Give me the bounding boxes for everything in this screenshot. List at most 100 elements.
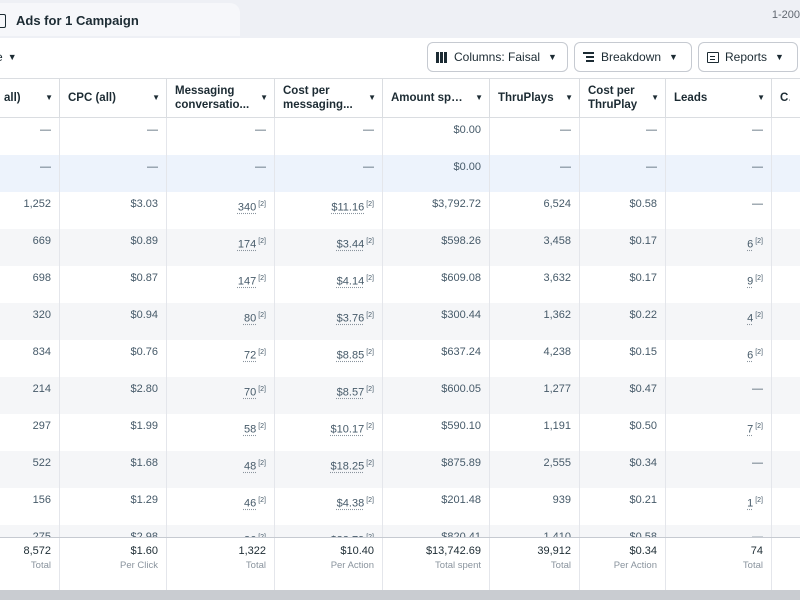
total-label: Total bbox=[550, 560, 571, 571]
cell-value[interactable]: $3.44 bbox=[336, 238, 365, 251]
ads-table: all) ▼ CPC (all) ▼ Messaging conversatio... ▼ C… bbox=[0, 78, 800, 590]
caret-down-icon[interactable]: ▼ bbox=[475, 93, 483, 102]
cell-value: $0.22 bbox=[629, 309, 657, 321]
table-cell: $0.15 bbox=[580, 340, 666, 377]
column-header[interactable]: Amount spent ▼ bbox=[383, 79, 490, 117]
footnote-marker: [2] bbox=[755, 238, 763, 245]
cell-value: 3,458 bbox=[543, 235, 571, 247]
table-cell: $8.85 [2] bbox=[275, 340, 383, 377]
cell-value[interactable]: $4.14 bbox=[336, 275, 365, 288]
table-row[interactable]: — — — — $0.00 — — — bbox=[0, 118, 800, 155]
cell-value[interactable]: 6 bbox=[747, 349, 754, 362]
cell-value[interactable]: $18.25 bbox=[330, 460, 365, 473]
column-header[interactable]: Cos bbox=[772, 79, 800, 117]
table-cell: $300.44 bbox=[383, 303, 490, 340]
caret-down-icon[interactable]: ▼ bbox=[45, 93, 53, 102]
total-cell bbox=[772, 538, 800, 590]
cell-value[interactable]: $4.38 bbox=[336, 497, 365, 510]
cell-value[interactable]: 9 bbox=[747, 275, 754, 288]
table-row[interactable]: 834 $0.76 72 [2] $8.85 [2] $637.24 4,238 $0.15 6[… bbox=[0, 340, 800, 377]
cell-value: 2,555 bbox=[543, 457, 571, 469]
cell-value[interactable]: 6 bbox=[747, 238, 754, 251]
cell-value[interactable]: $11.16 bbox=[331, 201, 365, 214]
total-cell: 39,912 Total bbox=[490, 538, 580, 590]
cell-value: 3,632 bbox=[543, 272, 571, 284]
cell-value[interactable]: 4 bbox=[747, 312, 754, 325]
cell-value[interactable]: $3.76 bbox=[336, 312, 365, 325]
table-cell: 320 bbox=[0, 303, 60, 340]
reports-icon bbox=[707, 51, 719, 63]
table-row[interactable]: 297 $1.99 58 [2] $10.17 [2] $590.10 1,191 $0.50 7… bbox=[0, 414, 800, 451]
horizontal-scrollbar[interactable] bbox=[0, 590, 800, 600]
cell-value[interactable]: 80 bbox=[243, 312, 257, 325]
table-row[interactable]: 522 $1.68 48 [2] $18.25 [2] $875.89 2,555 $0.34— bbox=[0, 451, 800, 488]
cell-value: $598.26 bbox=[441, 235, 481, 247]
cell-value[interactable]: 72 bbox=[243, 349, 257, 362]
table-cell bbox=[772, 340, 800, 377]
table-row[interactable]: — — — — $0.00 — — — bbox=[0, 155, 800, 192]
cell-value: $3.03 bbox=[130, 198, 158, 210]
table-cell: $18.25 [2] bbox=[275, 451, 383, 488]
cell-value[interactable]: $10.17 bbox=[330, 423, 365, 436]
table-row[interactable]: 156 $1.29 46 [2] $4.38 [2] $201.48 939 $0.21 1 [2] bbox=[0, 488, 800, 525]
cell-value[interactable]: $8.57 bbox=[336, 386, 365, 399]
table-row[interactable]: 669 $0.89 174 [2] $3.44 [2] $598.26 3,458 $0.17 6… bbox=[0, 229, 800, 266]
caret-down-icon[interactable]: ▼ bbox=[757, 93, 765, 102]
table-cell: $590.10 bbox=[383, 414, 490, 451]
table-row[interactable]: 214 $2.80 70 [2] $8.57 [2] $600.05 1,277 $0.47— bbox=[0, 377, 800, 414]
cell-value[interactable]: 340 bbox=[237, 201, 257, 214]
column-header[interactable]: CPC (all) ▼ bbox=[60, 79, 167, 117]
column-header[interactable]: Cost per ThruPlay ▼ bbox=[580, 79, 666, 117]
columns-button[interactable]: Columns: Faisal ▼ bbox=[427, 42, 568, 72]
cell-value: $0.17 bbox=[629, 235, 657, 247]
campaign-tab[interactable]: Ads for 1 Campaign bbox=[0, 3, 240, 36]
cell-value[interactable]: 7 bbox=[747, 423, 754, 436]
cell-value[interactable]: 174 bbox=[237, 238, 257, 251]
breakdown-button[interactable]: Breakdown ▼ bbox=[574, 42, 692, 72]
caret-down-icon[interactable]: ▼ bbox=[260, 93, 268, 102]
column-header[interactable]: Leads ▼ bbox=[666, 79, 772, 117]
cell-value[interactable]: 1 bbox=[747, 497, 754, 510]
column-header[interactable]: all) ▼ bbox=[0, 79, 60, 117]
total-label: Per Click bbox=[119, 560, 158, 571]
caret-down-icon[interactable]: ▼ bbox=[651, 93, 659, 102]
cell-value[interactable]: 58 bbox=[243, 423, 257, 436]
table-cell: $0.21 bbox=[580, 488, 666, 525]
table-cell: — bbox=[0, 118, 60, 155]
cell-value[interactable]: 147 bbox=[237, 275, 257, 288]
footnote-marker: [2] bbox=[258, 423, 266, 430]
cell-value: $590.10 bbox=[441, 420, 481, 432]
table-cell: $598.26 bbox=[383, 229, 490, 266]
table-row[interactable]: 1,252 $3.03 340 [2] $11.16 [2] $3,792.72 6,524 $… bbox=[0, 192, 800, 229]
column-header[interactable]: Cost per messaging... ▼ bbox=[275, 79, 383, 117]
footnote-marker: [2] bbox=[258, 460, 266, 467]
column-header-label: all) bbox=[4, 92, 21, 104]
caret-down-icon[interactable]: ▼ bbox=[152, 93, 160, 102]
table-cell: — bbox=[0, 155, 60, 192]
cell-value[interactable]: 48 bbox=[243, 460, 257, 473]
table-cell: $0.47 bbox=[580, 377, 666, 414]
footnote-marker: [2] bbox=[258, 275, 266, 282]
table-cell: 2,555 bbox=[490, 451, 580, 488]
column-header[interactable]: ThruPlays ▼ bbox=[490, 79, 580, 117]
footnote-marker: [2] bbox=[366, 386, 374, 393]
cell-value: — bbox=[752, 383, 763, 395]
cell-value: 1,362 bbox=[543, 309, 571, 321]
caret-down-icon[interactable]: ▼ bbox=[368, 93, 376, 102]
column-header[interactable]: Messaging conversatio... ▼ bbox=[167, 79, 275, 117]
footnote-marker: [2] bbox=[366, 238, 374, 245]
cell-value: 4,238 bbox=[543, 346, 571, 358]
cell-value: 1,252 bbox=[23, 198, 51, 210]
table-row[interactable]: 320 $0.94 80 [2] $3.76 [2] $300.44 1,362 $0.22 4[… bbox=[0, 303, 800, 340]
table-cell bbox=[772, 155, 800, 192]
view-dropdown[interactable]: e▼ bbox=[0, 50, 17, 64]
table-cell: — bbox=[666, 377, 772, 414]
table-cell: 48 [2] bbox=[167, 451, 275, 488]
footnote-marker: [2] bbox=[755, 497, 763, 504]
cell-value[interactable]: 46 bbox=[243, 497, 257, 510]
table-row[interactable]: 698 $0.87 147 [2] $4.14 [2] $609.08 3,632 $0.17 9… bbox=[0, 266, 800, 303]
reports-button[interactable]: Reports ▼ bbox=[698, 42, 798, 72]
cell-value[interactable]: $8.85 bbox=[336, 349, 365, 362]
caret-down-icon[interactable]: ▼ bbox=[565, 93, 573, 102]
cell-value[interactable]: 70 bbox=[243, 386, 257, 399]
